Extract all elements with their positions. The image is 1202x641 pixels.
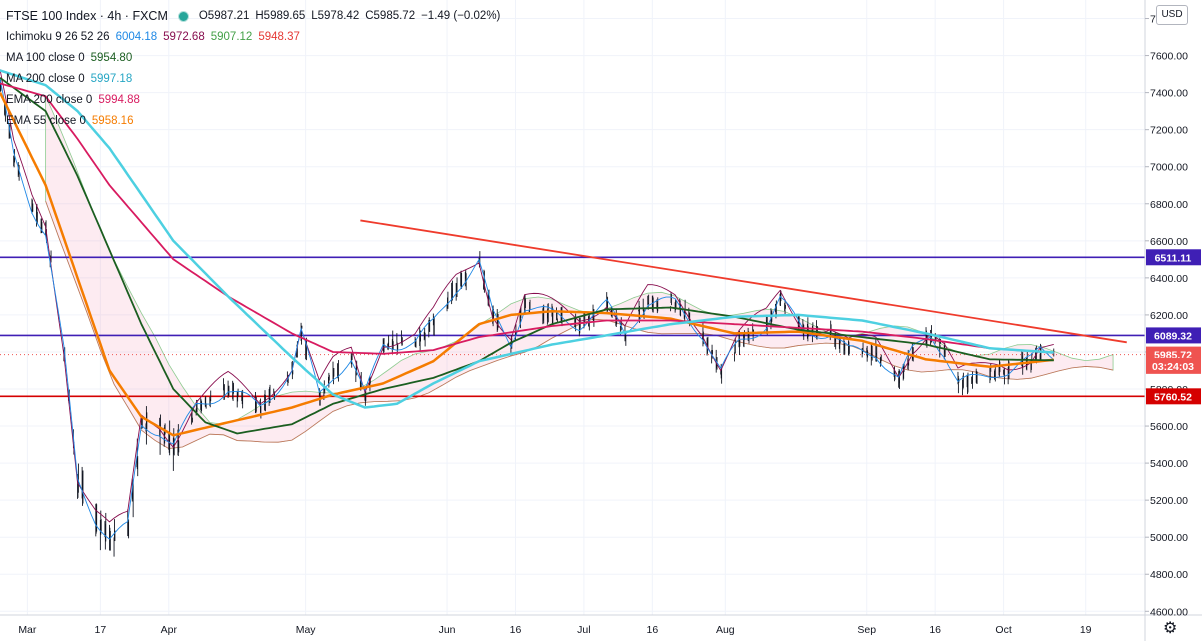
series-ma-100-close-0 xyxy=(0,77,1054,435)
ichimoku-value-3: 5907.12 xyxy=(210,31,253,43)
ma100-value: 5954.80 xyxy=(90,52,133,64)
price-label-box xyxy=(1146,357,1201,374)
y-tick-label: 5200.00 xyxy=(1150,495,1188,507)
ohlc-high: H5989.65 xyxy=(255,10,306,22)
x-tick-label: 16 xyxy=(646,624,658,636)
ohlc-close: C5985.72 xyxy=(365,10,416,22)
ichimoku-label: Ichimoku 9 26 52 26 xyxy=(6,31,110,43)
chart-legend: FTSE 100 Index · 4h · FXCM O5987.21 H598… xyxy=(6,6,500,132)
ema55-value: 5958.16 xyxy=(91,115,134,127)
x-tick-label: May xyxy=(296,624,317,636)
ema200-label: EMA 200 close 0 xyxy=(6,94,93,106)
price-label-box xyxy=(1146,327,1201,344)
y-tick-label: 7200.00 xyxy=(1150,125,1188,137)
legend-ma100-row[interactable]: MA 100 close 0 5954.80 xyxy=(6,48,500,69)
y-tick-label: 6400.00 xyxy=(1150,273,1188,285)
x-tick-label: 16 xyxy=(510,624,522,636)
series-ma-200-close-0 xyxy=(0,69,1054,409)
ichimoku-conversion-line xyxy=(0,78,1055,540)
x-tick-label: Jun xyxy=(439,624,456,636)
y-tick-label: 6200.00 xyxy=(1150,310,1188,322)
ichimoku-base-line xyxy=(0,69,1054,523)
y-tick-label: 5400.00 xyxy=(1150,458,1188,470)
legend-ema200-row[interactable]: EMA 200 close 0 5994.88 xyxy=(6,90,500,111)
price-label-box xyxy=(1146,249,1201,266)
ohlc-low: L5978.42 xyxy=(311,10,360,22)
x-tick-label: Aug xyxy=(716,624,735,636)
ohlc-change: −1.49 (−0.02%) xyxy=(421,10,501,22)
x-tick-label: Apr xyxy=(161,624,178,636)
ichimoku-value-2: 5972.68 xyxy=(163,31,205,43)
ema200-value: 5994.88 xyxy=(98,94,140,106)
live-dot-icon xyxy=(177,11,189,22)
price-label-text: 5760.52 xyxy=(1154,391,1192,403)
y-tick-label: 6800.00 xyxy=(1150,199,1188,211)
x-tick-label: Jul xyxy=(577,624,590,636)
series-ema-55-close-0 xyxy=(0,92,1054,437)
y-tick-label: 5600.00 xyxy=(1150,421,1188,433)
x-tick-label: Sep xyxy=(857,624,876,636)
legend-main-row: FTSE 100 Index · 4h · FXCM O5987.21 H598… xyxy=(6,6,500,27)
price-label-text: 6511.11 xyxy=(1155,252,1192,264)
y-tick-label: 7400.00 xyxy=(1150,88,1188,100)
y-tick-label: 4800.00 xyxy=(1150,569,1188,581)
price-label-text: 6089.32 xyxy=(1154,330,1192,342)
symbol-title: FTSE 100 Index · 4h · FXCM xyxy=(6,9,168,23)
ma100-label: MA 100 close 0 xyxy=(6,52,85,64)
descending-trendline xyxy=(360,219,1127,344)
x-tick-label: 17 xyxy=(95,624,107,636)
ichimoku-value-4: 5948.37 xyxy=(258,31,300,43)
ichimoku-value-1: 6004.18 xyxy=(115,31,158,43)
legend-ma200-row[interactable]: MA 200 close 0 5997.18 xyxy=(6,69,500,90)
y-tick-label: 4600.00 xyxy=(1150,606,1188,618)
currency-button[interactable]: USD xyxy=(1156,5,1188,25)
ma200-value: 5997.18 xyxy=(90,73,133,85)
ohlc-open: O5987.21 xyxy=(198,10,250,22)
y-tick-label: 5000.00 xyxy=(1150,532,1188,544)
ema55-label: EMA 55 close 0 xyxy=(6,115,86,127)
x-tick-label: 19 xyxy=(1080,624,1092,636)
gear-icon[interactable]: ⚙ xyxy=(1163,620,1178,637)
x-tick-label: Mar xyxy=(18,624,37,636)
legend-ema55-row[interactable]: EMA 55 close 0 5958.16 xyxy=(6,111,500,132)
price-label-text: 03:24:03 xyxy=(1152,361,1194,373)
ma200-label: MA 200 close 0 xyxy=(6,73,85,85)
x-tick-label: Oct xyxy=(995,624,1011,636)
series-ema-200-close-0 xyxy=(0,82,1054,355)
price-label-box xyxy=(1146,388,1201,405)
y-tick-label: 7000.00 xyxy=(1150,162,1188,174)
x-tick-label: 16 xyxy=(929,624,941,636)
y-tick-label: 6600.00 xyxy=(1150,236,1188,248)
legend-ichimoku-row[interactable]: Ichimoku 9 26 52 26 6004.18 5972.68 5907… xyxy=(6,27,500,48)
y-tick-label: 7600.00 xyxy=(1150,51,1188,63)
